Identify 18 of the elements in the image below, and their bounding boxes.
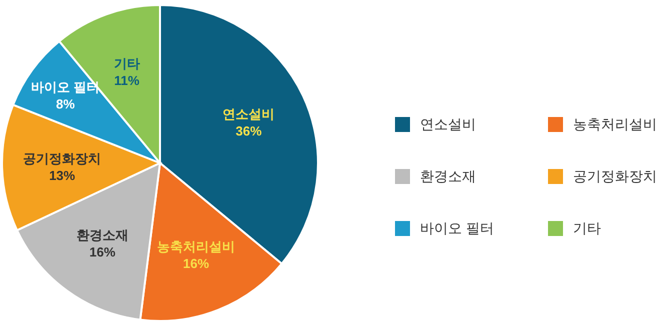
data-label: 11% xyxy=(114,72,140,88)
slice-label: 연소설비 xyxy=(222,106,275,122)
legend-label: 농축처리설비 xyxy=(573,116,657,132)
data-label: 36% xyxy=(236,123,262,138)
data-label: 16% xyxy=(183,256,210,272)
data-label: 16% xyxy=(89,244,116,260)
slice-label: 농축처리설비 xyxy=(157,239,236,254)
legend-label: 공기정화장치 xyxy=(573,168,657,184)
slice-label: 기타 xyxy=(114,56,140,71)
data-label: 13% xyxy=(49,168,76,184)
legend-label: 바이오 필터 xyxy=(420,220,494,236)
slice-label: 공기정화장치 xyxy=(23,151,102,166)
slice-label: 바이오 필터 xyxy=(31,79,100,94)
legend-label: 환경소재 xyxy=(420,168,476,184)
legend-label: 기타 xyxy=(573,220,601,236)
slice-label: 환경소재 xyxy=(76,227,128,242)
legend-label: 연소설비 xyxy=(420,116,476,132)
data-label: 8% xyxy=(56,96,76,112)
